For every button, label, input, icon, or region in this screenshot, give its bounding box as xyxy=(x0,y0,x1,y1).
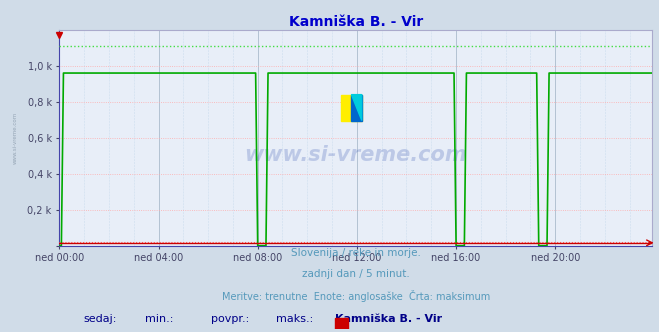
Text: Kamniška B. - Vir: Kamniška B. - Vir xyxy=(335,314,442,324)
Text: www.si-vreme.com: www.si-vreme.com xyxy=(13,112,17,164)
Text: sedaj:: sedaj: xyxy=(83,314,117,324)
Text: min.:: min.: xyxy=(145,314,174,324)
Text: zadnji dan / 5 minut.: zadnji dan / 5 minut. xyxy=(302,269,410,279)
Polygon shape xyxy=(351,95,362,121)
Text: Meritve: trenutne  Enote: anglosaške  Črta: maksimum: Meritve: trenutne Enote: anglosaške Črta… xyxy=(221,290,490,302)
Text: www.si-vreme.com: www.si-vreme.com xyxy=(244,145,467,165)
Title: Kamniška B. - Vir: Kamniška B. - Vir xyxy=(289,15,423,29)
Text: Slovenija / reke in morje.: Slovenija / reke in morje. xyxy=(291,248,421,258)
Text: povpr.:: povpr.: xyxy=(211,314,249,324)
Bar xyxy=(341,95,362,121)
Bar xyxy=(335,318,348,332)
Text: maks.:: maks.: xyxy=(275,314,313,324)
Bar xyxy=(351,95,362,121)
